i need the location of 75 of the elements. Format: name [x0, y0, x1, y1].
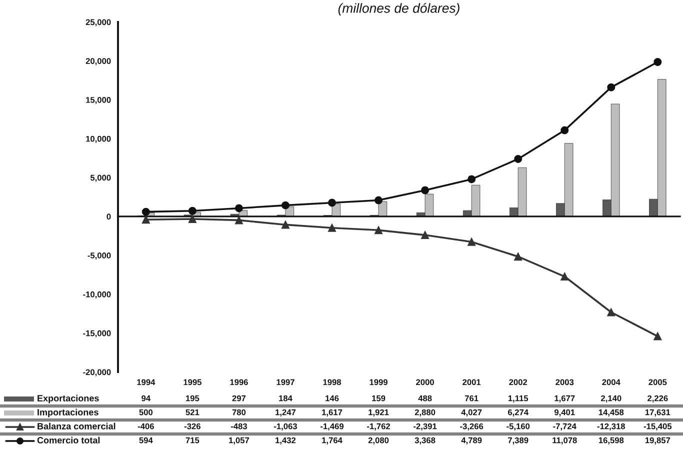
data-label: -326 — [184, 423, 200, 430]
legend-label: Importaciones — [38, 408, 98, 418]
x-tick-label: 1994 — [137, 379, 156, 386]
data-label: 1,247 — [276, 409, 296, 416]
data-label: 7,389 — [508, 437, 528, 444]
data-label: 594 — [139, 437, 153, 444]
x-tick-label: 2001 — [462, 379, 481, 386]
data-label: 1,764 — [322, 437, 342, 444]
data-label: 715 — [186, 437, 200, 444]
y-tick-label: 0 — [106, 214, 111, 220]
y-tick-label: -10,000 — [83, 291, 111, 299]
y-tick-label: -5,000 — [88, 252, 111, 260]
data-label: -3,266 — [460, 423, 484, 430]
data-label: 1,115 — [508, 395, 528, 402]
data-label: 6,274 — [508, 409, 528, 416]
data-label: -483 — [230, 423, 247, 430]
data-label: 1,677 — [554, 395, 575, 402]
legend-label: Balanza comercial — [38, 422, 116, 430]
data-label: -1,469 — [320, 423, 344, 430]
data-label: 761 — [464, 395, 478, 402]
data-label: 4,789 — [461, 437, 482, 444]
data-label: -2,391 — [414, 423, 437, 430]
data-label: 2,080 — [368, 437, 389, 444]
data-label: -7,724 — [553, 423, 576, 430]
data-label: 195 — [186, 395, 200, 402]
data-label: 16,598 — [598, 437, 624, 444]
x-tick-label: 1995 — [184, 379, 202, 386]
data-label: 94 — [142, 395, 151, 402]
chart-title: (millones de dólares) — [338, 2, 460, 16]
data-label: -15,405 — [644, 423, 672, 430]
x-tick-label: 2002 — [509, 379, 528, 386]
data-label: 1,432 — [276, 437, 296, 444]
x-tick-label: 2003 — [556, 379, 574, 386]
data-label: 1,921 — [368, 409, 389, 416]
data-label: 780 — [232, 409, 246, 416]
x-tick-label: 1996 — [230, 379, 248, 386]
data-label: 19,857 — [645, 437, 670, 444]
legend-label: Comercio total — [37, 436, 100, 444]
data-label: 521 — [186, 409, 200, 416]
data-label: -5,160 — [506, 423, 530, 430]
y-tick-label: 5,000 — [90, 174, 111, 182]
data-label: 2,226 — [648, 395, 668, 402]
data-label: 11,078 — [552, 437, 577, 444]
data-label: 4,027 — [461, 409, 482, 416]
x-tick-label: 2004 — [602, 379, 620, 386]
x-tick-label: 1999 — [370, 379, 388, 386]
y-tick-label: 15,000 — [86, 96, 111, 104]
y-tick-label: 20,000 — [86, 58, 111, 66]
data-label: -1,063 — [274, 423, 297, 430]
data-label: 14,458 — [598, 409, 624, 416]
data-label: 17,631 — [645, 409, 670, 416]
data-label: -1,762 — [367, 423, 390, 430]
data-label: -12,318 — [597, 423, 626, 430]
data-label: 3,368 — [414, 437, 436, 444]
y-tick-label: 10,000 — [86, 136, 111, 143]
x-tick-label: 2005 — [648, 379, 667, 386]
y-tick-label: 25,000 — [86, 19, 111, 26]
data-label: 9,401 — [554, 409, 575, 416]
legend-label: Exportaciones — [38, 394, 99, 404]
data-label: 488 — [418, 395, 432, 402]
y-tick-label: -20,000 — [83, 369, 111, 376]
data-label: 500 — [139, 409, 153, 416]
x-tick-label: 2000 — [416, 379, 434, 386]
x-tick-label: 1998 — [323, 379, 342, 386]
data-label: 1,617 — [322, 409, 342, 416]
data-label: 159 — [372, 395, 386, 402]
y-tick-label: -15,000 — [83, 330, 111, 338]
data-label: 2,140 — [601, 395, 622, 402]
data-label: 146 — [326, 395, 339, 402]
x-tick-label: 1997 — [276, 379, 294, 386]
data-label: 297 — [232, 395, 246, 402]
data-label: -406 — [138, 423, 154, 430]
data-label: 1,057 — [229, 437, 250, 444]
data-label: 184 — [279, 395, 292, 402]
data-label: 2,880 — [414, 409, 436, 416]
